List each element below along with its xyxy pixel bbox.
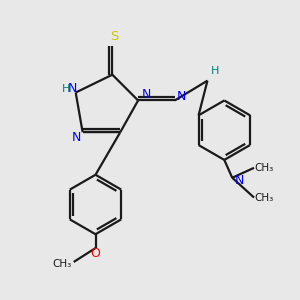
Text: H: H <box>211 66 220 76</box>
Text: CH₃: CH₃ <box>254 163 274 173</box>
Text: H: H <box>61 84 70 94</box>
Text: N: N <box>177 90 186 103</box>
Text: N: N <box>141 88 151 101</box>
Text: O: O <box>91 247 100 260</box>
Text: N: N <box>68 82 77 95</box>
Text: N: N <box>72 130 81 144</box>
Text: N: N <box>235 174 244 187</box>
Text: CH₃: CH₃ <box>254 193 274 202</box>
Text: CH₃: CH₃ <box>52 259 71 269</box>
Text: S: S <box>110 30 118 43</box>
